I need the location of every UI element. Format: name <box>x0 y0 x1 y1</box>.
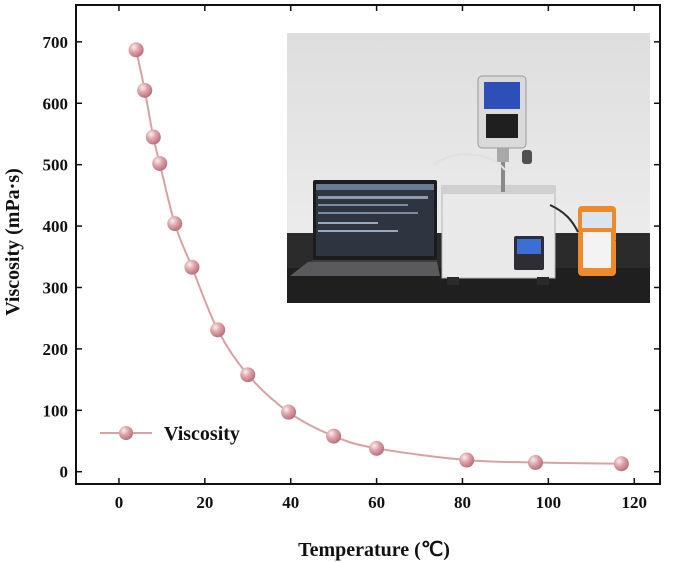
data-point <box>167 216 183 232</box>
series-markers <box>128 42 629 472</box>
x-tick-label: 20 <box>196 493 213 512</box>
y-tick-label: 200 <box>43 340 69 359</box>
data-point <box>459 452 475 468</box>
data-point <box>281 404 297 420</box>
x-tick-label: 60 <box>368 493 385 512</box>
x-tick-label: 120 <box>621 493 647 512</box>
legend-marker <box>119 426 133 440</box>
y-tick-label: 600 <box>43 94 69 113</box>
y-tick-label: 100 <box>43 401 69 420</box>
y-tick-label: 0 <box>60 463 69 482</box>
data-point <box>145 129 161 145</box>
plot-frame <box>75 4 661 485</box>
data-point <box>210 322 226 338</box>
data-point <box>137 82 153 98</box>
thermostatic-bath-icon <box>441 185 556 285</box>
inset-photo <box>287 33 651 303</box>
legend: Viscosity <box>100 423 240 445</box>
laptop-icon <box>290 180 440 276</box>
data-point <box>527 455 543 471</box>
x-tick-label: 40 <box>282 493 299 512</box>
plot-border <box>75 4 661 485</box>
x-tick-label: 100 <box>536 493 562 512</box>
y-tick-label: 300 <box>43 278 69 297</box>
y-tick-label: 700 <box>43 33 69 52</box>
x-tick-label: 0 <box>115 493 124 512</box>
data-point <box>240 367 256 383</box>
data-point <box>326 428 342 444</box>
data-point <box>184 259 200 275</box>
y-tick-label: 500 <box>43 156 69 175</box>
x-tick-label: 80 <box>454 493 471 512</box>
data-point <box>369 440 385 456</box>
legend-label: Viscosity <box>164 423 240 445</box>
data-point <box>152 155 168 171</box>
rotational-viscometer-icon <box>477 75 532 192</box>
y-axis-title: Viscosity (mPa·s) <box>2 168 24 316</box>
data-point <box>128 42 144 58</box>
axes-ticks: 0 20 40 60 80 100 120 0 100 200 300 400 500 600 700 <box>43 5 660 512</box>
y-tick-label: 400 <box>43 217 69 236</box>
x-axis-title: Temperature (℃) <box>298 539 450 561</box>
thermometer-device-icon <box>578 206 616 276</box>
data-point <box>613 456 629 472</box>
